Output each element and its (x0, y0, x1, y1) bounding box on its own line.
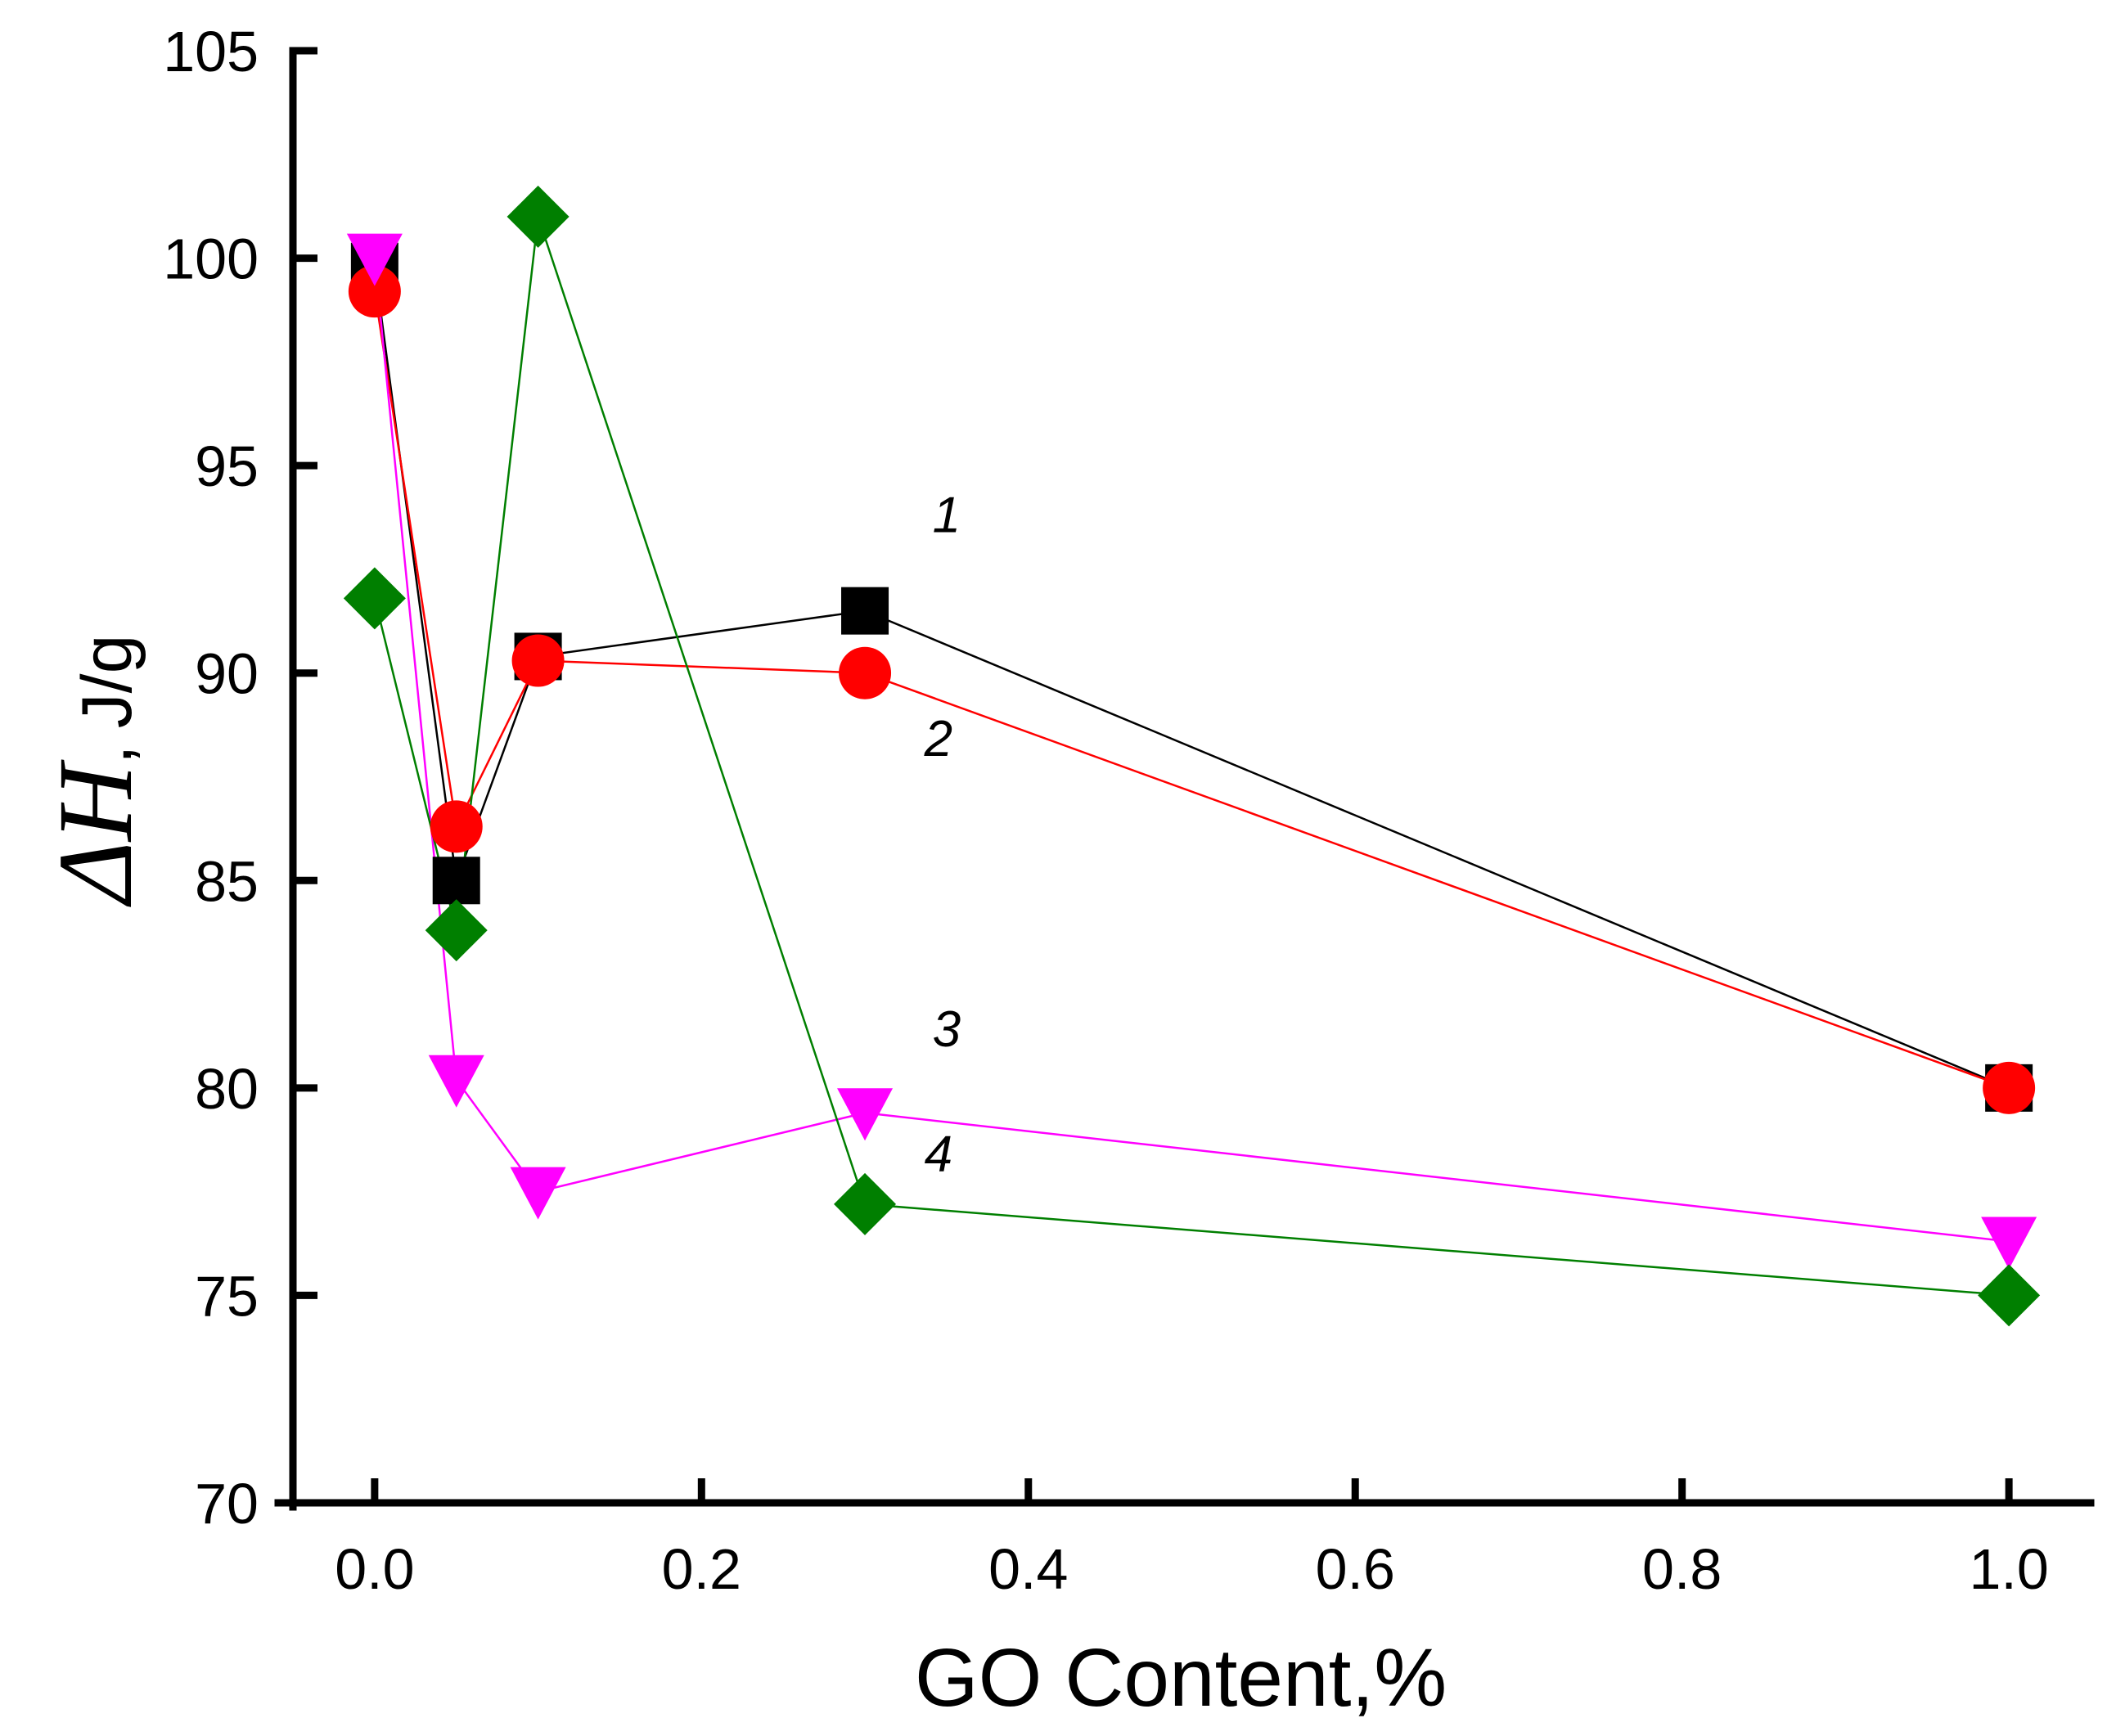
x-tick-label: 1.0 (1969, 1537, 2048, 1601)
ticks: 0.0 0.2 0.4 0.6 0.8 1.0 70 75 80 85 90 95 100 105 (163, 20, 2049, 1601)
y-tick-label: 85 (195, 849, 259, 913)
series-2-point (1983, 1061, 2036, 1114)
y-tick-label: 90 (195, 642, 259, 706)
y-tick-label: 105 (163, 20, 259, 83)
series-2-annotation: 2 (924, 711, 952, 767)
series-4-point (506, 185, 570, 248)
svg-text:ΔH,J/g: ΔH, J/g (37, 635, 155, 908)
series-lines (373, 216, 2010, 1297)
y-tick-label: 75 (195, 1264, 259, 1328)
x-tick-label: 0.4 (988, 1537, 1068, 1601)
series-4-point (834, 1172, 897, 1235)
annotations: 1 2 3 4 (924, 487, 961, 1182)
y-tick-label: 95 (195, 434, 259, 498)
y-axis-title-separator: , (68, 744, 146, 764)
series-4-point (425, 899, 488, 962)
series-2-line (373, 290, 2010, 1090)
y-tick-label: 100 (163, 227, 259, 291)
y-axis-title-symbol: ΔH (37, 759, 155, 907)
series-4-line (373, 216, 2010, 1297)
series-2-point (839, 646, 892, 699)
series-3-point (510, 1167, 566, 1220)
markers (343, 185, 2041, 1327)
series-1-point (432, 857, 480, 905)
series-4-annotation: 4 (925, 1126, 952, 1182)
y-tick-label: 80 (195, 1057, 259, 1121)
x-axis-title: GO Content,% (915, 1632, 1447, 1724)
series-3-annotation: 3 (933, 1001, 961, 1058)
series-3-point (1981, 1217, 2037, 1270)
x-tick-label: 0.8 (1642, 1537, 1722, 1601)
series-2-point (348, 265, 401, 318)
series-3-point (346, 233, 403, 286)
series-3-point (837, 1088, 894, 1141)
series-3-line (373, 258, 2010, 1243)
series-4-point (343, 567, 406, 630)
series-2-point (430, 800, 483, 853)
y-axis-title-unit: J/g (68, 635, 146, 729)
x-tick-label: 0.6 (1316, 1537, 1395, 1601)
series-1-line (373, 266, 2010, 1090)
x-tick-label: 0.2 (662, 1537, 741, 1601)
series-2-point (511, 634, 565, 687)
y-axis-title: ΔH, J/g (37, 635, 155, 908)
series-1-annotation: 1 (933, 487, 961, 543)
y-tick-label: 70 (195, 1472, 259, 1536)
series-4-point (1978, 1264, 2041, 1327)
series-3-point (428, 1055, 484, 1108)
x-tick-label: 0.0 (335, 1537, 414, 1601)
series-1-point (841, 587, 889, 635)
axes (274, 47, 2095, 1511)
